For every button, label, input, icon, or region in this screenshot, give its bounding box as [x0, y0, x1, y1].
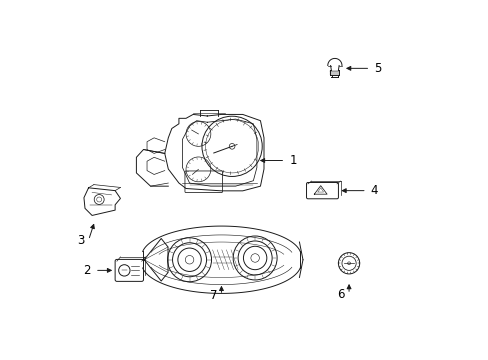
- Text: 3: 3: [77, 234, 84, 247]
- Text: 6: 6: [337, 288, 345, 301]
- Text: 5: 5: [374, 62, 381, 75]
- Text: 1: 1: [289, 154, 296, 167]
- Text: 2: 2: [83, 264, 91, 277]
- Text: 4: 4: [370, 184, 378, 197]
- Text: 7: 7: [209, 289, 217, 302]
